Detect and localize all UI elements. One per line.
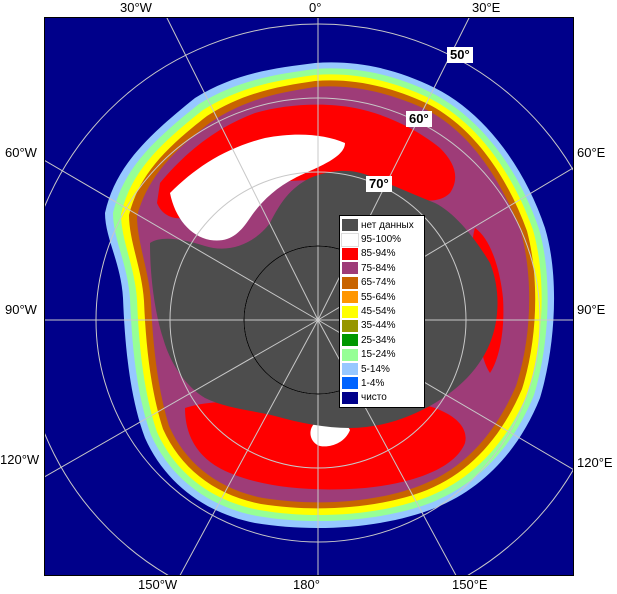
legend-swatch — [342, 363, 358, 376]
lon-label-top-30w: 30°W — [120, 0, 152, 15]
legend-row: 25-34% — [342, 333, 422, 347]
legend-label: 75-84% — [361, 262, 396, 274]
map-canvas — [45, 18, 573, 575]
legend-label: 1-4% — [361, 377, 385, 389]
legend-swatch — [341, 232, 359, 247]
legend-swatch — [342, 291, 358, 304]
legend-row: 55-64% — [342, 290, 422, 304]
legend-swatch — [342, 334, 358, 347]
lon-label-left-60w: 60°W — [5, 145, 37, 160]
legend-row: 35-44% — [342, 319, 422, 333]
latitude-label-60: 60° — [406, 111, 432, 127]
legend-swatch — [342, 391, 358, 404]
legend-label: 5-14% — [361, 363, 390, 375]
lon-label-right-90e: 90°E — [577, 302, 606, 317]
legend-label: нет данных — [361, 219, 414, 231]
legend-row: чисто — [342, 391, 422, 405]
lon-label-top-0: 0° — [309, 0, 322, 15]
legend-swatch — [342, 319, 358, 332]
latitude-label-70: 70° — [366, 176, 392, 192]
legend-label: чисто — [361, 392, 387, 404]
legend-swatch — [342, 305, 358, 318]
legend-label: 85-94% — [361, 248, 396, 260]
legend-label: 25-34% — [361, 334, 396, 346]
legend-label: 35-44% — [361, 320, 396, 332]
lon-label-right-120e: 120°E — [577, 455, 613, 470]
lon-label-bottom-180: 180° — [293, 577, 320, 592]
legend-row: 5-14% — [342, 362, 422, 376]
fast-ice-weddell — [170, 134, 345, 241]
lon-label-left-120w: 120°W — [0, 452, 40, 467]
legend-label: 65-74% — [361, 277, 396, 289]
legend-row: 95-100% — [341, 232, 422, 247]
legend-row: 1-4% — [342, 376, 422, 390]
legend-label: 45-54% — [361, 306, 396, 318]
legend-swatch — [342, 262, 358, 275]
legend-row: 15-24% — [342, 348, 422, 362]
lon-label-bottom-150e: 150°E — [452, 577, 488, 592]
sea-ice-map: 50° 60° 70° — [44, 17, 574, 576]
legend-row: 65-74% — [342, 276, 422, 290]
legend-swatch — [342, 377, 358, 390]
legend-label: 15-24% — [361, 349, 396, 361]
lon-label-top-30e: 30°E — [472, 0, 501, 15]
latitude-label-50: 50° — [447, 47, 473, 63]
lon-label-right-60e: 60°E — [577, 145, 606, 160]
concentration-legend: нет данных 95-100% 85-94% 75-84% 65-74% 55-64… — [339, 215, 425, 409]
legend-swatch — [342, 247, 358, 260]
legend-row: 85-94% — [342, 247, 422, 261]
legend-swatch — [342, 219, 358, 232]
legend-swatch — [342, 348, 358, 361]
legend-swatch — [342, 276, 358, 289]
legend-row: 45-54% — [342, 304, 422, 318]
legend-row: 75-84% — [342, 261, 422, 275]
legend-label: 95-100% — [361, 234, 402, 246]
legend-row: нет данных — [342, 218, 422, 232]
lon-label-left-90w: 90°W — [5, 302, 37, 317]
lon-label-bottom-150w: 150°W — [138, 577, 178, 592]
legend-label: 55-64% — [361, 291, 396, 303]
